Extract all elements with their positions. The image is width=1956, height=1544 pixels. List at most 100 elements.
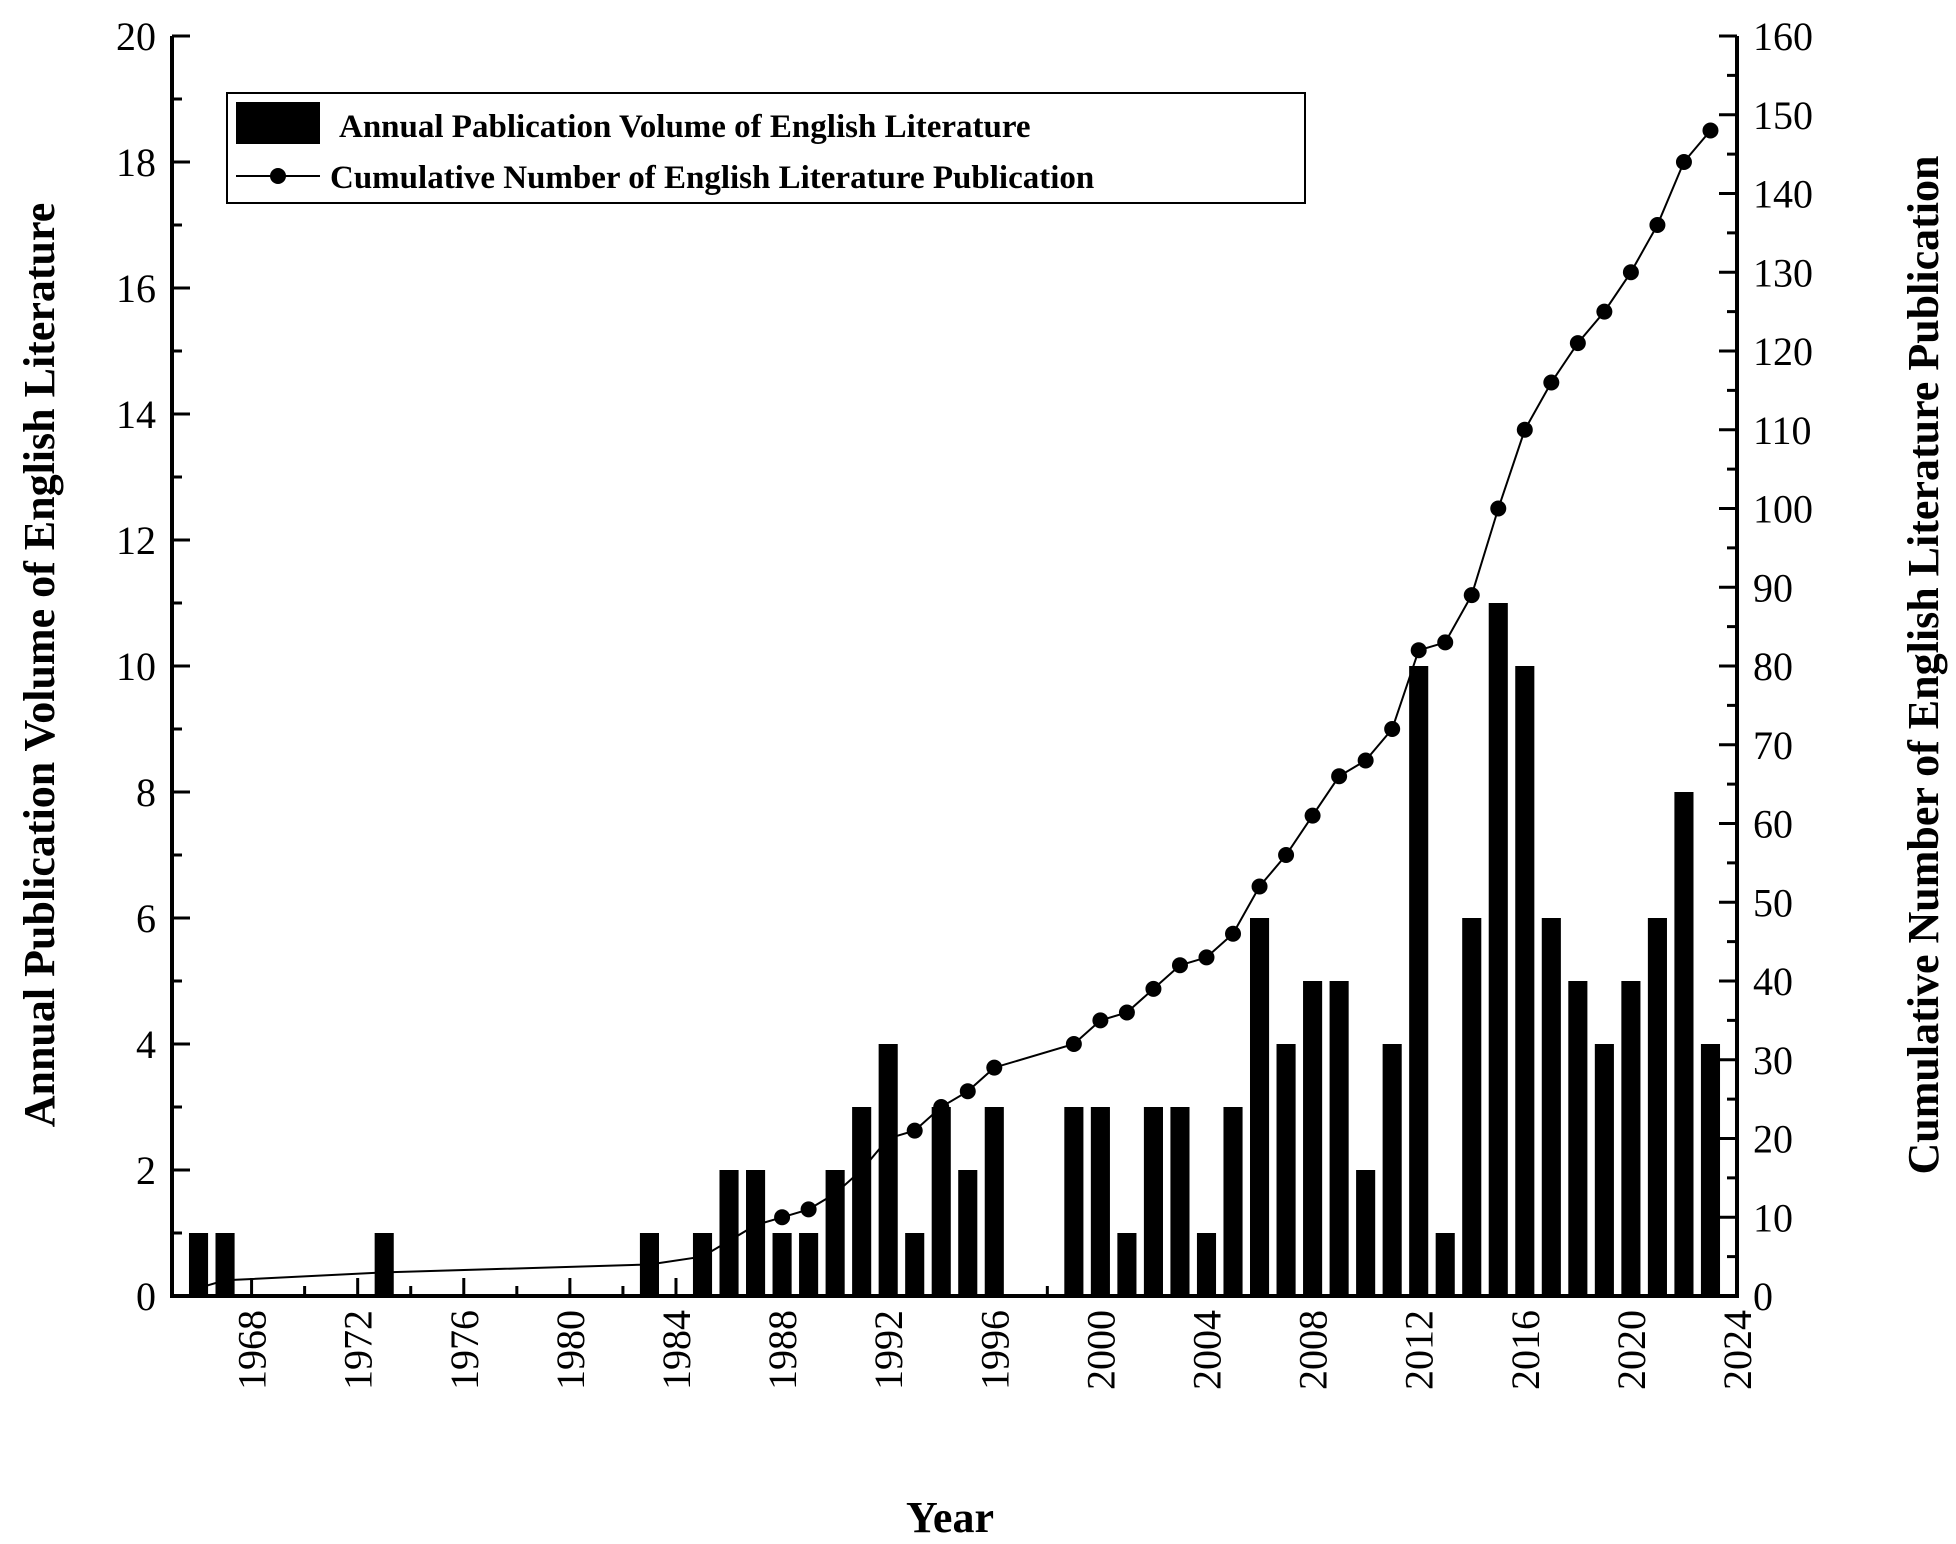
- x-tick-label: 1972: [336, 1310, 381, 1390]
- bar-2000: [1090, 1107, 1110, 1296]
- x-tick-label: 1980: [548, 1310, 593, 1390]
- bar-2019: [1594, 1044, 1614, 1296]
- cumulative-point-1967: [217, 1272, 234, 1289]
- y-right-tick-label: 40: [1753, 959, 1793, 1004]
- x-tick-label: 2016: [1503, 1310, 1548, 1390]
- y-left-tick-label: 10: [116, 644, 156, 689]
- cumulative-point-1986: [721, 1232, 738, 1249]
- cumulative-point-2020: [1622, 264, 1639, 281]
- cumulative-point-2021: [1649, 217, 1666, 233]
- cumulative-point-2012: [1410, 642, 1427, 659]
- y-right-tick-label: 150: [1753, 93, 1813, 138]
- y-left-tick-label: 4: [136, 1022, 156, 1067]
- y-right-tick-label: 120: [1753, 329, 1813, 374]
- x-tick-label: 2000: [1078, 1310, 1123, 1390]
- bars-layer: [188, 603, 1721, 1296]
- bar-2022: [1674, 792, 1694, 1296]
- y-left-tick-label: 20: [116, 14, 156, 59]
- cumulative-point-2016: [1516, 421, 1533, 438]
- cumulative-point-1994: [933, 1099, 950, 1115]
- bar-2010: [1356, 1170, 1376, 1296]
- bar-1992: [878, 1044, 898, 1296]
- bar-1995: [958, 1170, 978, 1296]
- cumulative-point-2001: [1118, 1004, 1135, 1021]
- x-tick-label: 2004: [1184, 1310, 1229, 1390]
- bar-2020: [1621, 981, 1641, 1296]
- bar-2021: [1647, 918, 1667, 1296]
- cumulative-point-2004: [1198, 949, 1215, 966]
- cumulative-point-2010: [1357, 752, 1374, 769]
- cumulative-point-1993: [906, 1122, 923, 1139]
- y-left-tick-label: 18: [116, 140, 156, 185]
- bar-2017: [1541, 918, 1561, 1296]
- bar-2002: [1143, 1107, 1163, 1296]
- y-right-tick-label: 0: [1753, 1274, 1773, 1319]
- y-right-tick-label: 140: [1753, 172, 1813, 217]
- y-right-tick-label: 30: [1753, 1038, 1793, 1083]
- y-right-tick-label: 70: [1753, 723, 1793, 768]
- bar-1994: [931, 1107, 951, 1296]
- cumulative-point-2011: [1384, 721, 1401, 737]
- y-right-axis-title: Cumulative Number of English Literature …: [1899, 156, 1948, 1175]
- y-left-tick-label: 14: [116, 392, 156, 437]
- cumulative-point-1991: [853, 1162, 870, 1178]
- x-tick-label: 2020: [1609, 1310, 1654, 1390]
- cumulative-point-1992: [880, 1130, 897, 1147]
- bar-2008: [1303, 981, 1323, 1296]
- bar-2007: [1276, 1044, 1296, 1296]
- cumulative-point-2007: [1278, 847, 1295, 863]
- cumulative-point-2003: [1171, 957, 1188, 974]
- bar-2013: [1435, 1233, 1455, 1296]
- bar-2012: [1409, 666, 1429, 1296]
- bar-2011: [1382, 1044, 1402, 1296]
- bar-2001: [1117, 1233, 1137, 1296]
- x-tick-label: 1984: [654, 1310, 699, 1390]
- cumulative-point-2006: [1251, 878, 1268, 895]
- bar-1990: [825, 1170, 845, 1296]
- y-right-tick-label: 20: [1753, 1117, 1793, 1162]
- cumulative-point-2000: [1092, 1012, 1109, 1029]
- cumulative-point-2009: [1331, 768, 1348, 785]
- legend-box: [226, 92, 1306, 204]
- bar-1993: [905, 1233, 925, 1296]
- cumulative-point-1996: [986, 1059, 1003, 1076]
- y-right-tick-label: 110: [1753, 408, 1812, 453]
- cumulative-point-1987: [747, 1217, 764, 1234]
- cumulative-point-2005: [1225, 925, 1242, 942]
- cumulative-point-1990: [827, 1185, 844, 1202]
- bar-2023: [1700, 1044, 1721, 1296]
- bar-2018: [1568, 981, 1588, 1296]
- x-tick-label: 1976: [442, 1310, 487, 1390]
- line-layer: [190, 122, 1719, 1297]
- y-left-tick-label: 2: [136, 1148, 156, 1193]
- cumulative-point-2023: [1702, 122, 1719, 139]
- legend-bar-swatch: [236, 102, 320, 144]
- y-left-tick-label: 16: [116, 266, 156, 311]
- ticks-layer: 0 2 4 6 8 10 12 14 16 18 20 0 10 20 30 40 50 60 70 80 90 100 1…: [116, 14, 1813, 1390]
- bar-2004: [1196, 1233, 1217, 1296]
- cumulative-point-1983: [641, 1256, 658, 1273]
- bar-1989: [799, 1233, 819, 1296]
- cumulative-point-1989: [800, 1201, 817, 1218]
- cumulative-point-2019: [1596, 303, 1613, 320]
- cumulative-point-2018: [1569, 335, 1586, 352]
- x-tick-label: 2008: [1291, 1310, 1336, 1390]
- bar-1996: [984, 1107, 1004, 1296]
- y-left-tick-label: 6: [136, 896, 156, 941]
- cumulative-point-2013: [1437, 634, 1454, 651]
- legend-bar-label: Annual Pablication Volume of English Lit…: [339, 109, 1031, 145]
- x-tick-label: 1996: [972, 1310, 1017, 1390]
- bar-1991: [852, 1107, 872, 1296]
- x-tick-label: 1992: [866, 1310, 911, 1390]
- cumulative-point-2002: [1145, 980, 1162, 997]
- cumulative-point-2008: [1304, 807, 1321, 824]
- x-axis-title: Year: [906, 1493, 994, 1542]
- bar-1966: [188, 1233, 209, 1296]
- y-right-tick-label: 160: [1753, 14, 1813, 59]
- y-right-tick-label: 50: [1753, 880, 1793, 925]
- cumulative-point-1995: [959, 1083, 976, 1100]
- cumulative-point-2014: [1463, 587, 1480, 604]
- bar-2005: [1223, 1107, 1243, 1296]
- x-tick-label: 1988: [760, 1310, 805, 1390]
